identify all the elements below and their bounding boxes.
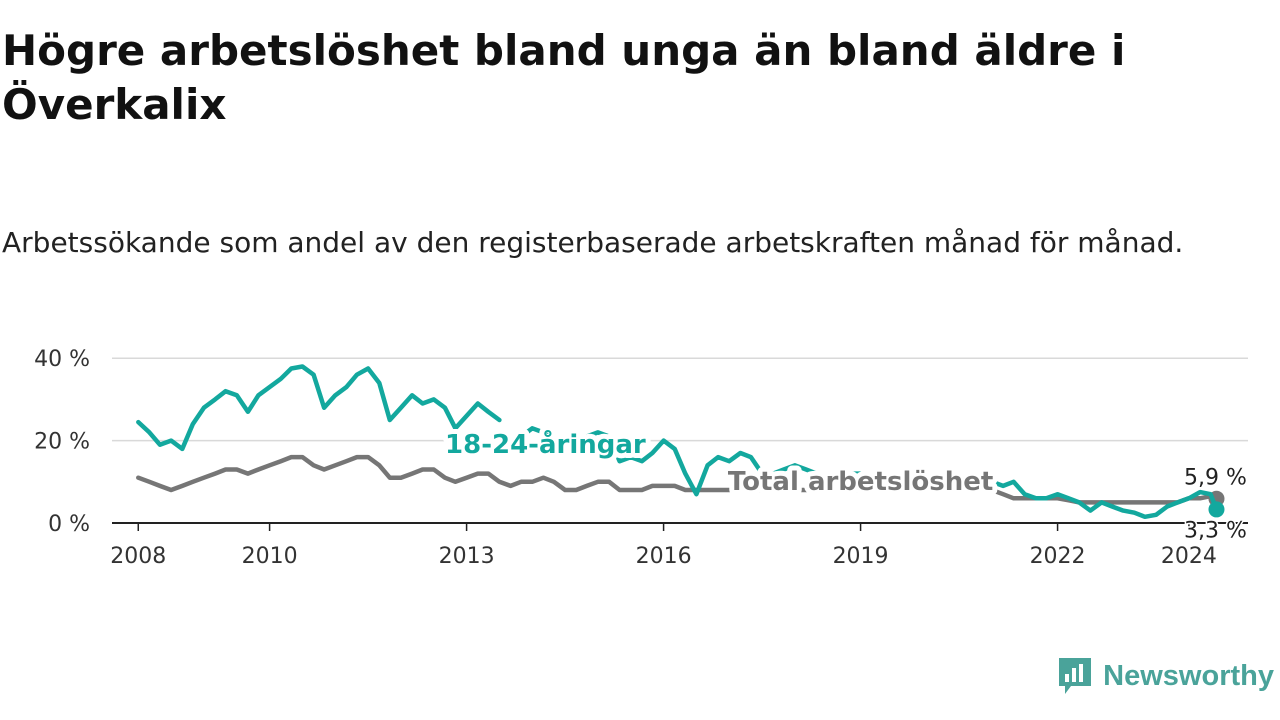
x-tick-label: 2008 [110,544,166,569]
x-tick-label: 2013 [439,544,495,569]
end-point-18-24-ringar [1208,501,1225,518]
x-tick-label: 2019 [833,544,889,569]
x-tick-label: 2016 [636,544,692,569]
y-tick-label: 20 % [34,430,90,455]
line-chart: 0 % 20 % 40 % 2008 2010 2013 2016 2019 2022 20243… [34,347,1248,569]
chart-title: Högre arbetslöshet bland unga än bland ä… [2,26,1126,129]
x-tick-label: 2010 [242,544,298,569]
chart-subtitle: Arbetssökande som andel av den registerb… [2,226,1184,259]
series-line-18-24-ringar [136,364,1219,520]
brand-name: Newsworthy [1103,659,1274,692]
series-annotation-18-24-ringar: 18-24-åringar [445,428,646,460]
end-label-18-24-ringar: 3,3 % [1184,518,1247,543]
end-label-total-arbetsl-shet: 5,9 % [1184,466,1247,491]
brand[interactable]: Newsworthy [1057,656,1274,696]
series-annotation-total-arbetsl-shet: Total arbetslöshet [728,467,993,497]
x-tick-label: 2024 [1161,544,1217,569]
y-tick-label: 40 % [34,347,90,372]
x-tick-label: 2022 [1030,544,1086,569]
y-tick-label: 0 % [48,512,90,537]
newsworthy-logo-icon [1059,658,1092,694]
